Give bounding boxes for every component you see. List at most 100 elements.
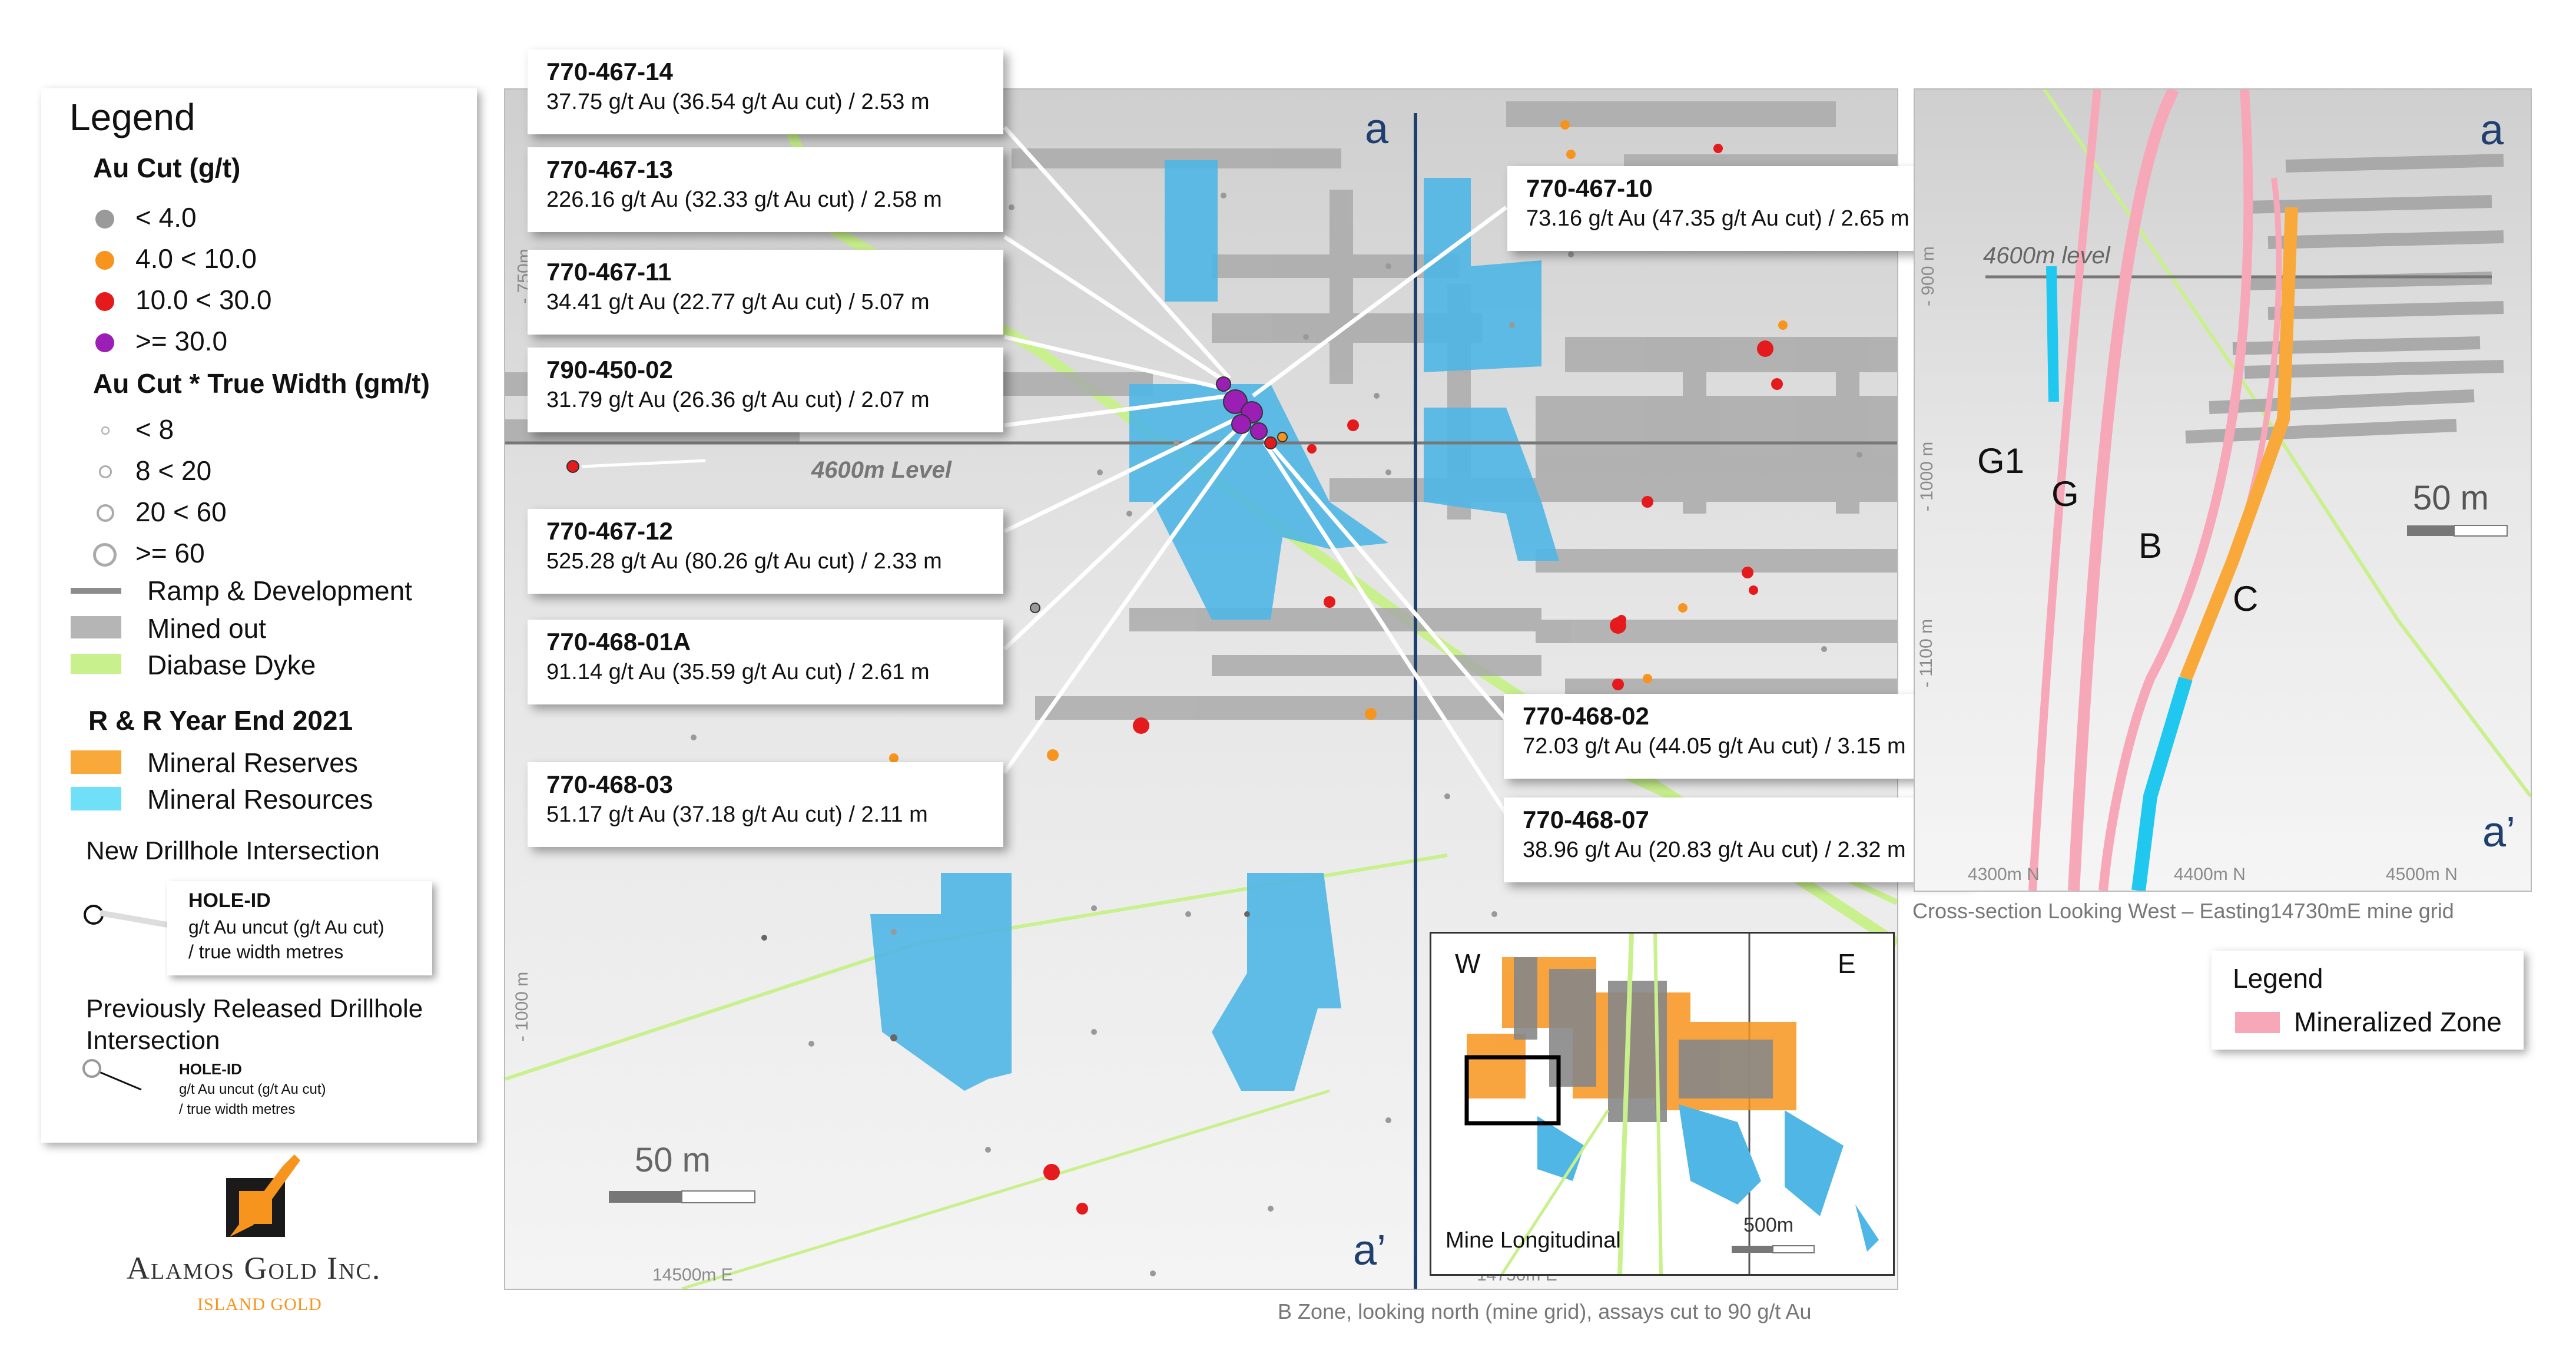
- inset-graphics: [1464, 934, 1879, 1274]
- prev-box-line1: g/t Au uncut (g/t Au cut): [179, 1081, 326, 1097]
- zone-label-g1: G1: [1977, 441, 2025, 481]
- company-sub: ISLAND GOLD: [197, 1295, 322, 1314]
- prev-box-id: HOLE-ID: [179, 1060, 242, 1078]
- callout-id: 770-468-02: [1523, 702, 1649, 730]
- callout-value: 31.79 g/t Au (26.36 g/t Au cut) / 2.07 m: [546, 388, 930, 412]
- new-drillhole-heading: New Drillhole Intersection: [86, 836, 380, 865]
- callout-id: 790-450-02: [546, 356, 673, 383]
- callout-770-467-13: 770-467-13 226.16 g/t Au (32.33 g/t Au c…: [528, 147, 1003, 232]
- cs-scale-label: 50 m: [2413, 479, 2489, 517]
- reserves-label: Mineral Reserves: [147, 747, 358, 778]
- callout-id: 770-468-01A: [546, 628, 691, 656]
- dyke-label: Diabase Dyke: [147, 650, 316, 680]
- company-name: Alamos Gold Inc.: [127, 1250, 382, 1286]
- depth-label-1000: - 1000 m: [512, 971, 532, 1042]
- prev-drillhole-dot: [82, 1059, 101, 1078]
- width-8-20-label: 8 < 20: [135, 455, 212, 486]
- width-heading: Au Cut * True Width (gm/t): [93, 368, 430, 399]
- section-a-label: a: [1365, 105, 1389, 153]
- cs-level-label: 4600m level: [1983, 243, 2110, 269]
- reserves-swatch: [71, 750, 121, 774]
- zone-legend-panel: Legend Mineralized Zone: [2212, 951, 2524, 1050]
- callout-770-468-01a: 770-468-01A 91.14 g/t Au (35.59 g/t Au c…: [528, 620, 1003, 704]
- new-box-line2: / true width metres: [188, 941, 344, 962]
- cs-depth-900: - 900 m: [1918, 246, 1938, 306]
- cs-depth-1100: - 1100 m: [1917, 618, 1937, 688]
- cross-section-map: a a’ 4600m level - 900 m - 1000 m - 1100…: [1914, 88, 2532, 892]
- mined-out-label: Mined out: [147, 613, 267, 644]
- callout-770-467-11: 770-467-11 34.41 g/t Au (22.77 g/t Au cu…: [528, 250, 1003, 335]
- new-box-id: HOLE-ID: [188, 889, 271, 912]
- section-a-prime-label: a’: [1353, 1227, 1387, 1274]
- company-logo-icon: [226, 1154, 300, 1237]
- prev-heading-2: Intersection: [86, 1026, 220, 1055]
- callout-value: 72.03 g/t Au (44.05 g/t Au cut) / 3.15 m: [1523, 734, 1906, 759]
- callout-770-468-07: 770-468-07 38.96 g/t Au (20.83 g/t Au cu…: [1504, 798, 1968, 882]
- cs-northing-4400: 4400m N: [2174, 865, 2246, 884]
- inset-west-label: W: [1455, 948, 1481, 979]
- new-drillhole-box: HOLE-ID g/t Au uncut (g/t Au cut) / true…: [167, 881, 432, 975]
- zone-legend-title: Legend: [2233, 963, 2323, 994]
- callout-790-450-02: 790-450-02 31.79 g/t Au (26.36 g/t Au cu…: [528, 348, 1003, 432]
- zone-label-c: C: [2233, 579, 2259, 618]
- callout-770-468-02: 770-468-02 72.03 g/t Au (44.05 g/t Au cu…: [1504, 694, 1968, 779]
- callout-value: 91.14 g/t Au (35.59 g/t Au cut) / 2.61 m: [546, 660, 930, 684]
- ramp-swatch: [71, 588, 121, 594]
- callout-id: 770-467-10: [1526, 174, 1653, 202]
- resources-label: Mineral Resources: [147, 784, 373, 815]
- au-lt4-dot: [95, 210, 114, 229]
- easting-label-14500: 14500m E: [652, 1265, 733, 1285]
- legend-title: Legend: [69, 96, 195, 138]
- au-10-30-label: 10.0 < 30.0: [135, 284, 272, 315]
- zone-label-b: B: [2139, 526, 2163, 565]
- cross-section-graphics: [1985, 90, 2531, 891]
- cs-northing-4300: 4300m N: [1968, 865, 2040, 884]
- width-gte60-dot: [93, 543, 117, 567]
- inset-title: Mine Longitudinal: [1446, 1228, 1621, 1253]
- au-lt4-label: < 4.0: [135, 202, 197, 233]
- callout-id: 770-467-13: [546, 155, 673, 183]
- cs-a-prime-label: a’: [2482, 809, 2516, 856]
- callout-id: 770-467-12: [546, 517, 673, 545]
- width-gte60-label: >= 60: [135, 538, 205, 568]
- main-map-caption: B Zone, looking north (mine grid), assay…: [1278, 1299, 1812, 1323]
- width-lt8-label: < 8: [135, 414, 174, 445]
- callout-value: 34.41 g/t Au (22.77 g/t Au cut) / 5.07 m: [546, 290, 930, 315]
- width-lt8-dot: [101, 426, 110, 435]
- callout-id: 770-468-07: [1523, 806, 1649, 833]
- au-4-10-dot: [95, 251, 114, 270]
- au-cut-heading: Au Cut (g/t): [93, 153, 241, 183]
- level-label: 4600m Level: [811, 457, 952, 483]
- zone-legend-item: Mineralized Zone: [2294, 1007, 2502, 1037]
- callout-value: 226.16 g/t Au (32.33 g/t Au cut) / 2.58 …: [546, 187, 942, 212]
- zone-legend-swatch: [2235, 1012, 2280, 1033]
- mined-out-swatch: [71, 616, 121, 638]
- callout-value: 73.16 g/t Au (47.35 g/t Au cut) / 2.65 m: [1526, 206, 1909, 231]
- width-20-60-dot: [97, 504, 114, 522]
- new-drillhole-leader: [89, 910, 168, 1091]
- dyke-swatch: [71, 654, 121, 674]
- ramp-label: Ramp & Development: [147, 575, 412, 606]
- au-gte30-label: >= 30.0: [135, 326, 228, 356]
- width-8-20-dot: [99, 465, 112, 478]
- au-4-10-label: 4.0 < 10.0: [135, 243, 257, 274]
- main-scale-label: 50 m: [635, 1141, 711, 1179]
- callout-770-467-12: 770-467-12 525.28 g/t Au (80.26 g/t Au c…: [528, 509, 1003, 594]
- mine-longitudinal-inset: W E Mine Longitudinal 500m: [1430, 932, 1895, 1276]
- inset-east-label: E: [1838, 948, 1856, 979]
- cs-northing-4500: 4500m N: [2386, 865, 2458, 884]
- main-map-graphics: [505, 101, 1897, 1289]
- rr-heading: R & R Year End 2021: [88, 705, 353, 736]
- width-20-60-label: 20 < 60: [135, 497, 227, 527]
- callout-value: 525.28 g/t Au (80.26 g/t Au cut) / 2.33 …: [546, 549, 942, 574]
- callout-770-467-14: 770-467-14 37.75 g/t Au (36.54 g/t Au cu…: [528, 49, 1003, 134]
- prev-box-line2: / true width metres: [179, 1101, 296, 1117]
- callout-id: 770-467-14: [546, 58, 673, 85]
- new-box-line1: g/t Au uncut (g/t Au cut): [188, 916, 384, 938]
- callout-value: 51.17 g/t Au (37.18 g/t Au cut) / 2.11 m: [546, 802, 928, 827]
- au-10-30-dot: [95, 292, 114, 311]
- callout-id: 770-468-03: [546, 770, 673, 798]
- cs-depth-1000: - 1000 m: [1917, 441, 1937, 512]
- cs-a-label: a: [2480, 107, 2504, 154]
- zone-label-g: G: [2051, 474, 2079, 514]
